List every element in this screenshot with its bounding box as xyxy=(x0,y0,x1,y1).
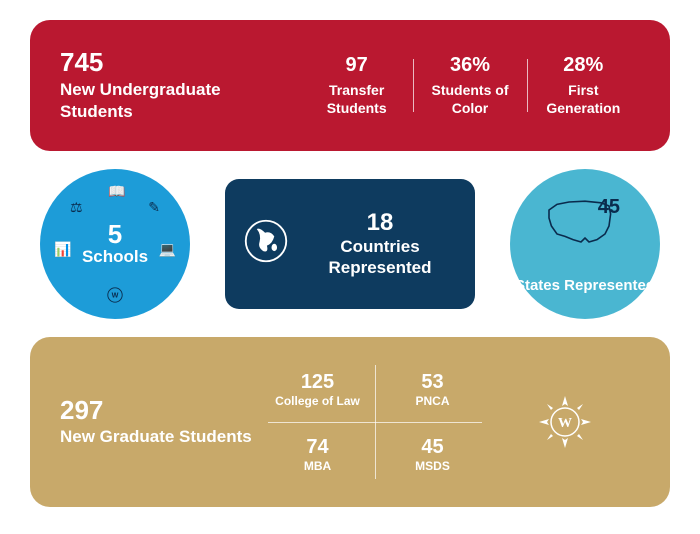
countries-number: 18 xyxy=(303,209,457,237)
grad-total-number: 297 xyxy=(60,395,260,426)
cell-label: PNCA xyxy=(415,394,449,408)
grad-cell: 125 College of Law xyxy=(260,357,375,422)
states-number: 45 xyxy=(598,196,620,219)
grad-total: 297 New Graduate Students xyxy=(60,395,260,448)
cell-number: 74 xyxy=(306,436,328,459)
book-icon: 📖 xyxy=(108,183,125,200)
cell-number: 125 xyxy=(301,371,334,394)
undergrad-stat: 28% First Generation xyxy=(527,54,640,117)
countries-panel: 18 Countries Represented xyxy=(225,179,475,309)
compass-icon: W xyxy=(490,392,640,452)
grad-cell: 53 PNCA xyxy=(375,357,490,422)
cell-label: MSDS xyxy=(415,459,450,473)
schools-circle: 📖 ⚖ ✎ 📊 💻 W 5 Schools xyxy=(40,169,190,319)
countries-text: 18 Countries Represented xyxy=(303,209,457,278)
svg-text:W: W xyxy=(558,416,572,431)
undergrad-total-number: 745 xyxy=(60,48,240,77)
middle-row: 📖 ⚖ ✎ 📊 💻 W 5 Schools 18 xyxy=(30,169,670,319)
seal-icon: W xyxy=(106,286,124,307)
undergrad-stat: 36% Students of Color xyxy=(413,54,526,117)
grad-panel: 297 New Graduate Students 125 College of… xyxy=(30,337,670,507)
stat-label: Transfer Students xyxy=(310,81,403,117)
undergrad-panel: 745 New Undergraduate Students 97 Transf… xyxy=(30,20,670,151)
chart-icon: 📊 xyxy=(54,241,71,258)
stat-label: Students of Color xyxy=(423,81,516,117)
undergrad-total-label: New Undergraduate Students xyxy=(60,79,240,123)
stat-number: 97 xyxy=(310,54,403,77)
cell-number: 53 xyxy=(421,371,443,394)
globe-icon xyxy=(243,218,289,269)
states-circle: 45 States Represented xyxy=(510,169,660,319)
undergrad-stats: 97 Transfer Students 36% Students of Col… xyxy=(260,54,640,117)
undergrad-total: 745 New Undergraduate Students xyxy=(60,48,260,123)
grad-cell: 74 MBA xyxy=(260,422,375,487)
gavel-icon: ⚖ xyxy=(70,199,83,216)
cell-label: MBA xyxy=(304,459,331,473)
stat-number: 36% xyxy=(423,54,516,77)
cell-label: College of Law xyxy=(275,394,360,408)
countries-label: Countries Represented xyxy=(303,237,457,278)
svg-text:W: W xyxy=(112,290,119,299)
grad-grid: 125 College of Law 53 PNCA 74 MBA 45 MSD… xyxy=(260,357,490,487)
grad-total-label: New Graduate Students xyxy=(60,426,260,448)
cell-number: 45 xyxy=(421,436,443,459)
schools-icons: 📖 ⚖ ✎ 📊 💻 W xyxy=(40,169,190,319)
pencil-icon: ✎ xyxy=(148,199,160,216)
states-label: States Represented xyxy=(510,277,660,295)
stat-number: 28% xyxy=(537,54,630,77)
stat-label: First Generation xyxy=(537,81,630,117)
grad-cell: 45 MSDS xyxy=(375,422,490,487)
undergrad-stat: 97 Transfer Students xyxy=(300,54,413,117)
laptop-icon: 💻 xyxy=(159,241,176,258)
